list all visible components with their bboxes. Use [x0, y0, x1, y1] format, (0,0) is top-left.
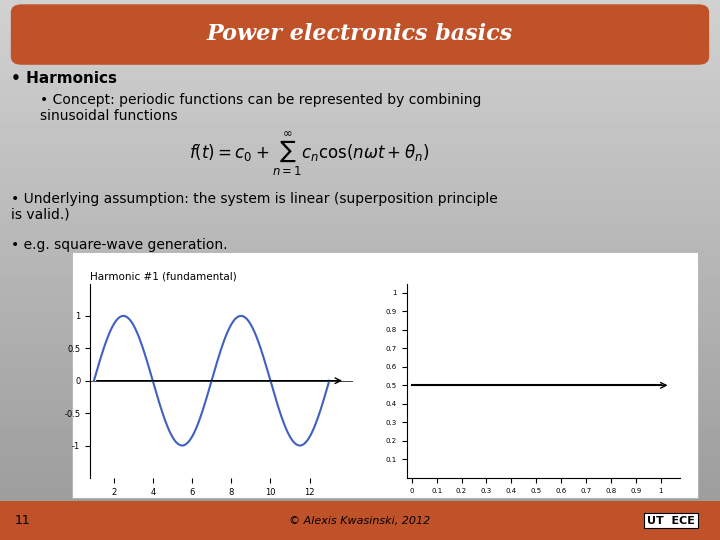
- FancyBboxPatch shape: [11, 4, 709, 65]
- Bar: [0, 501, 720, 540]
- Text: • Concept: periodic functions can be represented by combining
sinusoidal functio: • Concept: periodic functions can be rep…: [40, 93, 481, 123]
- Text: Power electronics basics: Power electronics basics: [207, 23, 513, 45]
- Text: UT  ECE: UT ECE: [647, 516, 695, 525]
- Text: 11: 11: [14, 514, 30, 527]
- Text: • Harmonics: • Harmonics: [11, 71, 117, 86]
- Text: Harmonic #1 (fundamental): Harmonic #1 (fundamental): [90, 271, 237, 281]
- Text: $f(t) = c_0 + \sum_{n=1}^{\infty} c_n \cos(n\omega t + \theta_n)$: $f(t) = c_0 + \sum_{n=1}^{\infty} c_n \c…: [189, 130, 430, 178]
- Text: • Underlying assumption: the system is linear (superposition principle
is valid.: • Underlying assumption: the system is l…: [11, 192, 498, 222]
- Text: • e.g. square-wave generation.: • e.g. square-wave generation.: [11, 238, 228, 252]
- Bar: [72, 252, 698, 498]
- Text: © Alexis Kwasinski, 2012: © Alexis Kwasinski, 2012: [289, 516, 431, 525]
